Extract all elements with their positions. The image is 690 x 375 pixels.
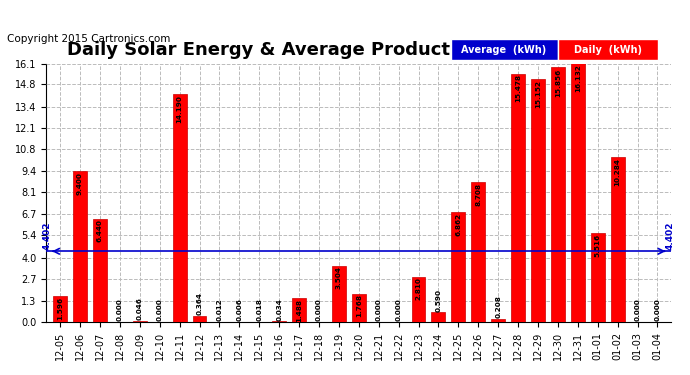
Bar (272, 321, 286, 322)
Text: 0.000: 0.000 (375, 298, 382, 321)
Text: 0.364: 0.364 (197, 292, 203, 315)
Bar (431, 312, 445, 322)
Bar (352, 294, 366, 322)
Bar (332, 266, 346, 322)
Text: 0.034: 0.034 (276, 298, 282, 321)
Bar (471, 182, 485, 322)
Text: 0.000: 0.000 (157, 298, 163, 321)
Text: 2.810: 2.810 (415, 278, 422, 300)
Text: 0.208: 0.208 (495, 295, 501, 318)
Bar (451, 212, 465, 322)
Bar (551, 68, 565, 322)
Text: 0.018: 0.018 (256, 298, 262, 321)
Text: 1.768: 1.768 (356, 294, 362, 317)
Text: 0.000: 0.000 (654, 298, 660, 321)
Text: 15.152: 15.152 (535, 80, 541, 108)
Text: 5.516: 5.516 (595, 234, 601, 257)
Bar (292, 298, 306, 322)
Bar (172, 94, 186, 322)
Text: 3.504: 3.504 (336, 267, 342, 290)
Text: 6.440: 6.440 (97, 219, 103, 242)
Text: 0.000: 0.000 (316, 298, 322, 321)
Text: Average  (kWh): Average (kWh) (462, 45, 546, 54)
Text: 4.402: 4.402 (43, 221, 52, 250)
Text: 0.000: 0.000 (395, 298, 402, 321)
Bar (511, 74, 525, 322)
Bar (571, 63, 584, 322)
Text: 1.488: 1.488 (296, 299, 302, 322)
Title: Daily Solar Energy & Average Production Mon Jan 5 15:34: Daily Solar Energy & Average Production … (67, 41, 651, 59)
Text: 16.132: 16.132 (575, 64, 581, 92)
Bar (611, 157, 624, 322)
Text: 0.012: 0.012 (217, 298, 222, 321)
Bar (193, 316, 206, 322)
Text: 6.862: 6.862 (455, 213, 462, 236)
Bar (132, 321, 147, 322)
Text: 0.000: 0.000 (117, 298, 123, 321)
Text: 9.400: 9.400 (77, 172, 83, 195)
Text: 14.190: 14.190 (177, 95, 183, 123)
Text: 0.000: 0.000 (635, 298, 640, 321)
Text: 0.590: 0.590 (435, 289, 442, 312)
Bar (411, 277, 426, 322)
Bar (531, 79, 545, 322)
Text: Copyright 2015 Cartronics.com: Copyright 2015 Cartronics.com (7, 34, 170, 44)
Bar (53, 296, 67, 322)
Text: 15.856: 15.856 (555, 68, 561, 96)
Text: 0.006: 0.006 (237, 298, 242, 321)
Bar (491, 319, 505, 322)
Bar (93, 219, 107, 322)
Bar (591, 233, 604, 322)
Text: Daily  (kWh): Daily (kWh) (573, 45, 642, 54)
Bar (73, 171, 87, 322)
Text: 0.046: 0.046 (137, 297, 143, 320)
Text: 4.402: 4.402 (666, 221, 675, 250)
Text: 1.596: 1.596 (57, 297, 63, 320)
Text: 15.478: 15.478 (515, 74, 521, 102)
Text: 10.284: 10.284 (615, 158, 620, 186)
Text: 8.708: 8.708 (475, 183, 481, 206)
